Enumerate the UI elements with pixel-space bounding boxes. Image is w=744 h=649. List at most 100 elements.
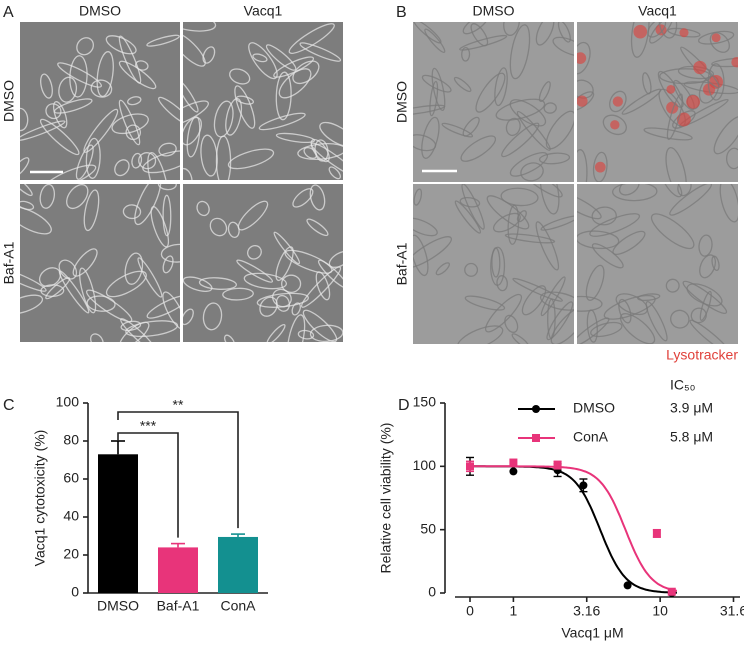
- bar: [158, 547, 198, 593]
- cell: [661, 184, 683, 198]
- marker: [553, 461, 562, 470]
- cell: [162, 291, 180, 330]
- y-tick-label: 0: [71, 584, 79, 600]
- cell: [309, 184, 326, 211]
- cell: [275, 132, 316, 144]
- cell: [543, 102, 557, 114]
- cell: [464, 262, 479, 277]
- cell: [503, 22, 520, 36]
- cell: [494, 67, 508, 107]
- cell: [698, 234, 713, 257]
- cell: [266, 323, 286, 342]
- cell: [79, 267, 97, 314]
- cell: [591, 243, 624, 269]
- cell: [577, 191, 602, 220]
- cell: [577, 295, 603, 312]
- cell: [227, 221, 240, 238]
- cell: [20, 294, 44, 315]
- cell: [183, 167, 193, 180]
- cells: [413, 184, 574, 344]
- cell: [539, 291, 574, 311]
- cell: [591, 206, 617, 226]
- cell: [461, 184, 485, 230]
- cell: [328, 250, 343, 268]
- cell: [699, 290, 712, 321]
- legend-marker: [532, 405, 540, 413]
- cell: [83, 189, 100, 232]
- y-axis-label: Relative cell viability (%): [378, 423, 394, 574]
- y-tick-label: 150: [413, 394, 437, 410]
- cell: [618, 184, 640, 196]
- x-axis-label: Vacq1 μM: [561, 625, 623, 641]
- x-tick-label: 0: [466, 603, 474, 619]
- cell: [546, 301, 574, 341]
- cell: [160, 243, 180, 263]
- x-tick-label: 10: [652, 603, 668, 619]
- cell: [689, 319, 730, 344]
- panel-label: B: [396, 4, 407, 21]
- cell: [297, 143, 343, 161]
- cell: [127, 96, 142, 106]
- cells: [183, 22, 343, 180]
- cell: [500, 187, 539, 207]
- y-tick-label: 100: [413, 457, 437, 473]
- y-tick-label: 60: [63, 470, 79, 486]
- cell: [504, 314, 519, 333]
- significance-label: ***: [140, 418, 157, 434]
- cell: [441, 122, 474, 138]
- cell: [550, 306, 574, 344]
- cell: [413, 234, 429, 277]
- cell: [618, 298, 632, 324]
- cells: [413, 22, 574, 182]
- x-tick-label: ConA: [220, 598, 256, 614]
- stain-spot: [693, 60, 707, 75]
- x-tick-label: 3.16: [573, 603, 600, 619]
- panel-label: A: [3, 4, 14, 21]
- cells: [577, 22, 738, 182]
- cell: [520, 162, 544, 182]
- cell: [509, 99, 547, 127]
- marker: [509, 458, 518, 467]
- cell: [299, 42, 342, 62]
- cell: [669, 184, 713, 216]
- significance-label: **: [173, 397, 184, 413]
- cell: [90, 333, 104, 342]
- cell: [511, 333, 530, 344]
- cell: [719, 184, 738, 223]
- cell: [456, 325, 504, 344]
- cell: [223, 334, 236, 342]
- image-bg: [577, 22, 738, 182]
- cell: [20, 184, 33, 197]
- cell: [90, 79, 113, 98]
- cell: [85, 137, 101, 179]
- cell: [602, 114, 627, 136]
- image-bg: [577, 184, 738, 344]
- cell: [429, 80, 439, 117]
- cell: [421, 116, 440, 159]
- cells: [577, 184, 738, 344]
- cell: [57, 62, 102, 88]
- cell: [590, 321, 623, 338]
- micrograph: [20, 22, 180, 180]
- y-tick-label: 100: [56, 394, 80, 410]
- cell: [577, 149, 588, 182]
- cell: [589, 213, 641, 237]
- y-tick-label: 80: [63, 432, 79, 448]
- cell: [306, 218, 329, 237]
- cell: [86, 295, 116, 312]
- cell: [146, 34, 180, 47]
- stain-label: Lysotracker: [666, 347, 738, 363]
- cell: [538, 81, 551, 102]
- cell: [120, 318, 157, 342]
- cell: [209, 217, 228, 237]
- cell: [585, 264, 605, 301]
- cell: [150, 206, 170, 248]
- cell: [507, 204, 520, 245]
- row-label: DMSO: [1, 80, 17, 122]
- cell: [72, 248, 98, 277]
- micrograph: [577, 184, 738, 344]
- cell: [647, 22, 667, 38]
- y-tick-label: 0: [428, 584, 436, 600]
- cell: [540, 276, 566, 317]
